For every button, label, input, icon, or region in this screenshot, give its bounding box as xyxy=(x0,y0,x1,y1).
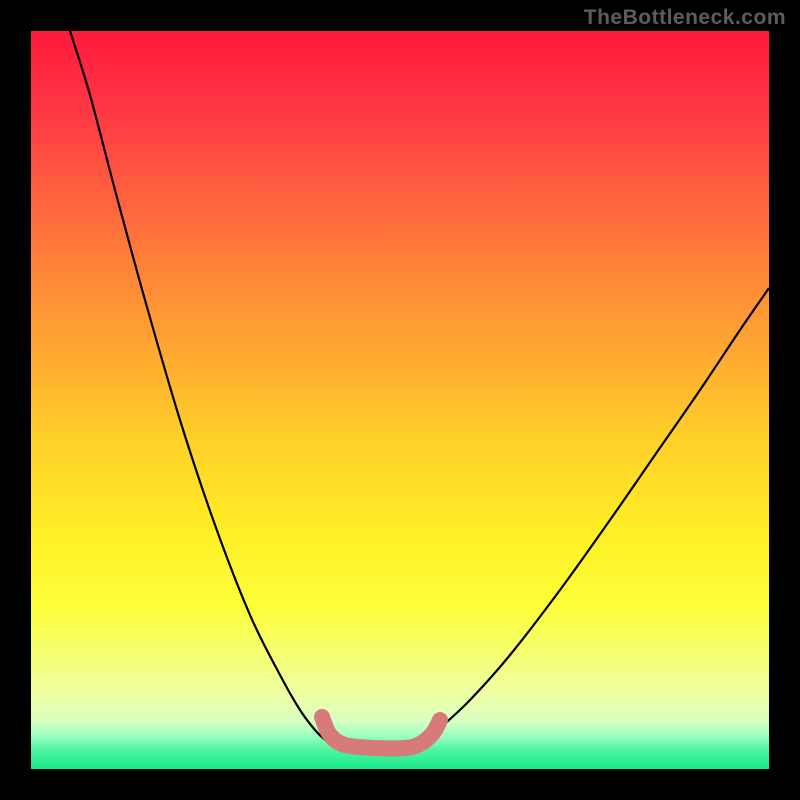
watermark-text: TheBottleneck.com xyxy=(584,6,786,30)
bottleneck-chart xyxy=(31,31,769,769)
chart-frame: TheBottleneck.com xyxy=(0,0,800,800)
gradient-background xyxy=(31,31,769,769)
